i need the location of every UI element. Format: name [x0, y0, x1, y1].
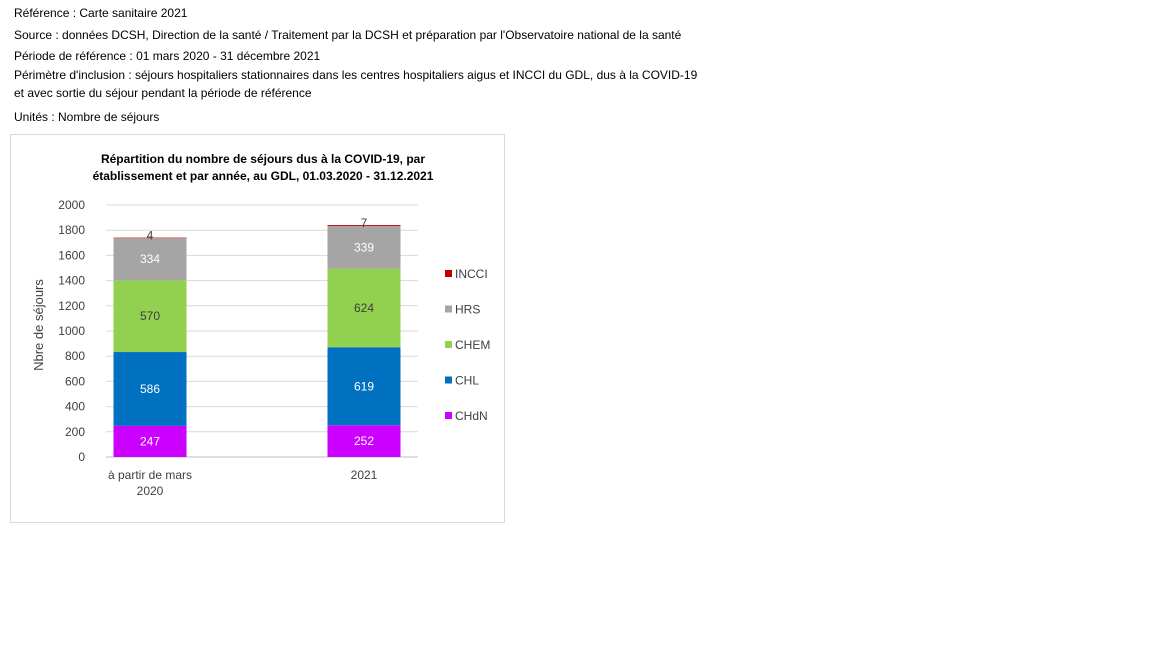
y-tick-label: 1200 [58, 299, 85, 313]
data-label-chem: 624 [354, 301, 374, 315]
bar-segment-hrs [327, 225, 401, 269]
legend-swatch-incci [445, 270, 452, 277]
reference-text: Référence : Carte sanitaire 2021 [14, 6, 188, 20]
data-label-incci: 7 [361, 216, 368, 230]
legend-swatch-chem [445, 341, 452, 348]
x-category-label: 2020 [137, 484, 164, 498]
y-tick-label: 1400 [58, 274, 85, 288]
legend-label-chl: CHL [455, 374, 479, 388]
scope-text-line2: et avec sortie du séjour pendant la péri… [14, 86, 312, 100]
data-label-chdn: 252 [354, 434, 374, 448]
data-label-chl: 619 [354, 379, 374, 393]
bar-segment-chl [113, 352, 187, 426]
bar-segment-chem [113, 280, 187, 353]
y-tick-label: 600 [65, 374, 85, 388]
data-label-chl: 586 [140, 382, 160, 396]
y-axis-title: Nbre de séjours [31, 279, 46, 371]
y-tick-label: 800 [65, 349, 85, 363]
bar-segment-hrs [113, 238, 187, 281]
chart-title-line2: établissement et par année, au GDL, 01.0… [93, 169, 434, 183]
bar-segment-chl [327, 347, 401, 426]
y-tick-label: 1600 [58, 248, 85, 262]
period-text: Période de référence : 01 mars 2020 - 31… [14, 49, 321, 63]
chart-container: Répartition du nombre de séjours dus à l… [10, 134, 505, 523]
y-tick-label: 1000 [58, 324, 85, 338]
legend-label-incci: INCCI [455, 267, 488, 281]
legend-swatch-hrs [445, 305, 452, 313]
data-label-chem: 570 [140, 309, 160, 323]
bar-segment-chdn [113, 425, 187, 457]
y-tick-label: 200 [65, 425, 85, 439]
units-text: Unités : Nombre de séjours [14, 110, 160, 124]
bar-segment-chdn [327, 425, 401, 457]
x-category-label: à partir de mars [108, 468, 192, 482]
bar-segment-incci [327, 225, 401, 226]
bar-segment-chem [327, 268, 401, 348]
legend-label-chem: CHEM [455, 338, 490, 352]
chart-title-line1: Répartition du nombre de séjours dus à l… [101, 152, 425, 166]
legend-swatch-chdn [445, 412, 452, 419]
legend-swatch-chl [445, 376, 452, 384]
y-tick-label: 1800 [58, 223, 85, 237]
x-category-label: 2021 [351, 468, 378, 482]
data-label-chdn: 247 [140, 434, 160, 448]
stacked-bar-chart: Répartition du nombre de séjours dus à l… [31, 152, 490, 498]
data-label-incci: 4 [147, 229, 154, 243]
data-label-hrs: 334 [140, 252, 160, 266]
legend-label-hrs: HRS [455, 303, 480, 317]
scope-text-line1: Périmètre d'inclusion : séjours hospital… [14, 68, 698, 82]
y-tick-label: 2000 [58, 198, 85, 212]
source-text: Source : données DCSH, Direction de la s… [14, 28, 682, 42]
bar-segment-incci [113, 237, 187, 239]
legend-label-chdn: CHdN [455, 409, 488, 423]
data-label-hrs: 339 [354, 240, 374, 254]
y-tick-label: 0 [78, 450, 85, 464]
y-tick-label: 400 [65, 400, 85, 414]
